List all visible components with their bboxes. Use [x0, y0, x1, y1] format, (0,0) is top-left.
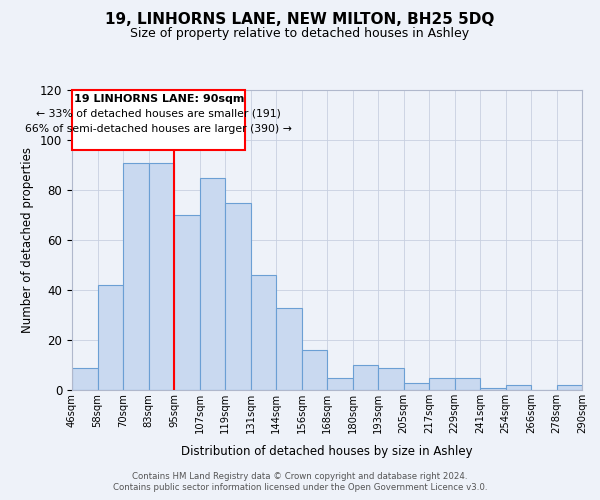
Text: ← 33% of detached houses are smaller (191): ← 33% of detached houses are smaller (19…: [36, 109, 281, 118]
Bar: [327, 378, 353, 390]
Bar: [455, 378, 480, 390]
Bar: [429, 378, 455, 390]
Text: Distribution of detached houses by size in Ashley: Distribution of detached houses by size …: [181, 444, 473, 458]
Text: 19, LINHORNS LANE, NEW MILTON, BH25 5DQ: 19, LINHORNS LANE, NEW MILTON, BH25 5DQ: [106, 12, 494, 28]
Text: 66% of semi-detached houses are larger (390) →: 66% of semi-detached houses are larger (…: [25, 124, 292, 134]
Bar: [149, 162, 174, 390]
Bar: [480, 388, 505, 390]
Bar: [251, 275, 276, 390]
Text: Size of property relative to detached houses in Ashley: Size of property relative to detached ho…: [130, 28, 470, 40]
Bar: [225, 202, 251, 390]
FancyBboxPatch shape: [72, 90, 245, 150]
Text: Contains public sector information licensed under the Open Government Licence v3: Contains public sector information licen…: [113, 484, 487, 492]
Bar: [72, 368, 97, 390]
Bar: [123, 162, 149, 390]
Text: Contains HM Land Registry data © Crown copyright and database right 2024.: Contains HM Land Registry data © Crown c…: [132, 472, 468, 481]
Text: 19 LINHORNS LANE: 90sqm: 19 LINHORNS LANE: 90sqm: [74, 94, 244, 104]
Bar: [404, 382, 429, 390]
Bar: [174, 215, 199, 390]
Bar: [353, 365, 378, 390]
Bar: [199, 178, 225, 390]
Bar: [557, 385, 582, 390]
Y-axis label: Number of detached properties: Number of detached properties: [22, 147, 34, 333]
Bar: [505, 385, 531, 390]
Bar: [378, 368, 404, 390]
Bar: [97, 285, 123, 390]
Bar: [276, 308, 302, 390]
Bar: [302, 350, 327, 390]
